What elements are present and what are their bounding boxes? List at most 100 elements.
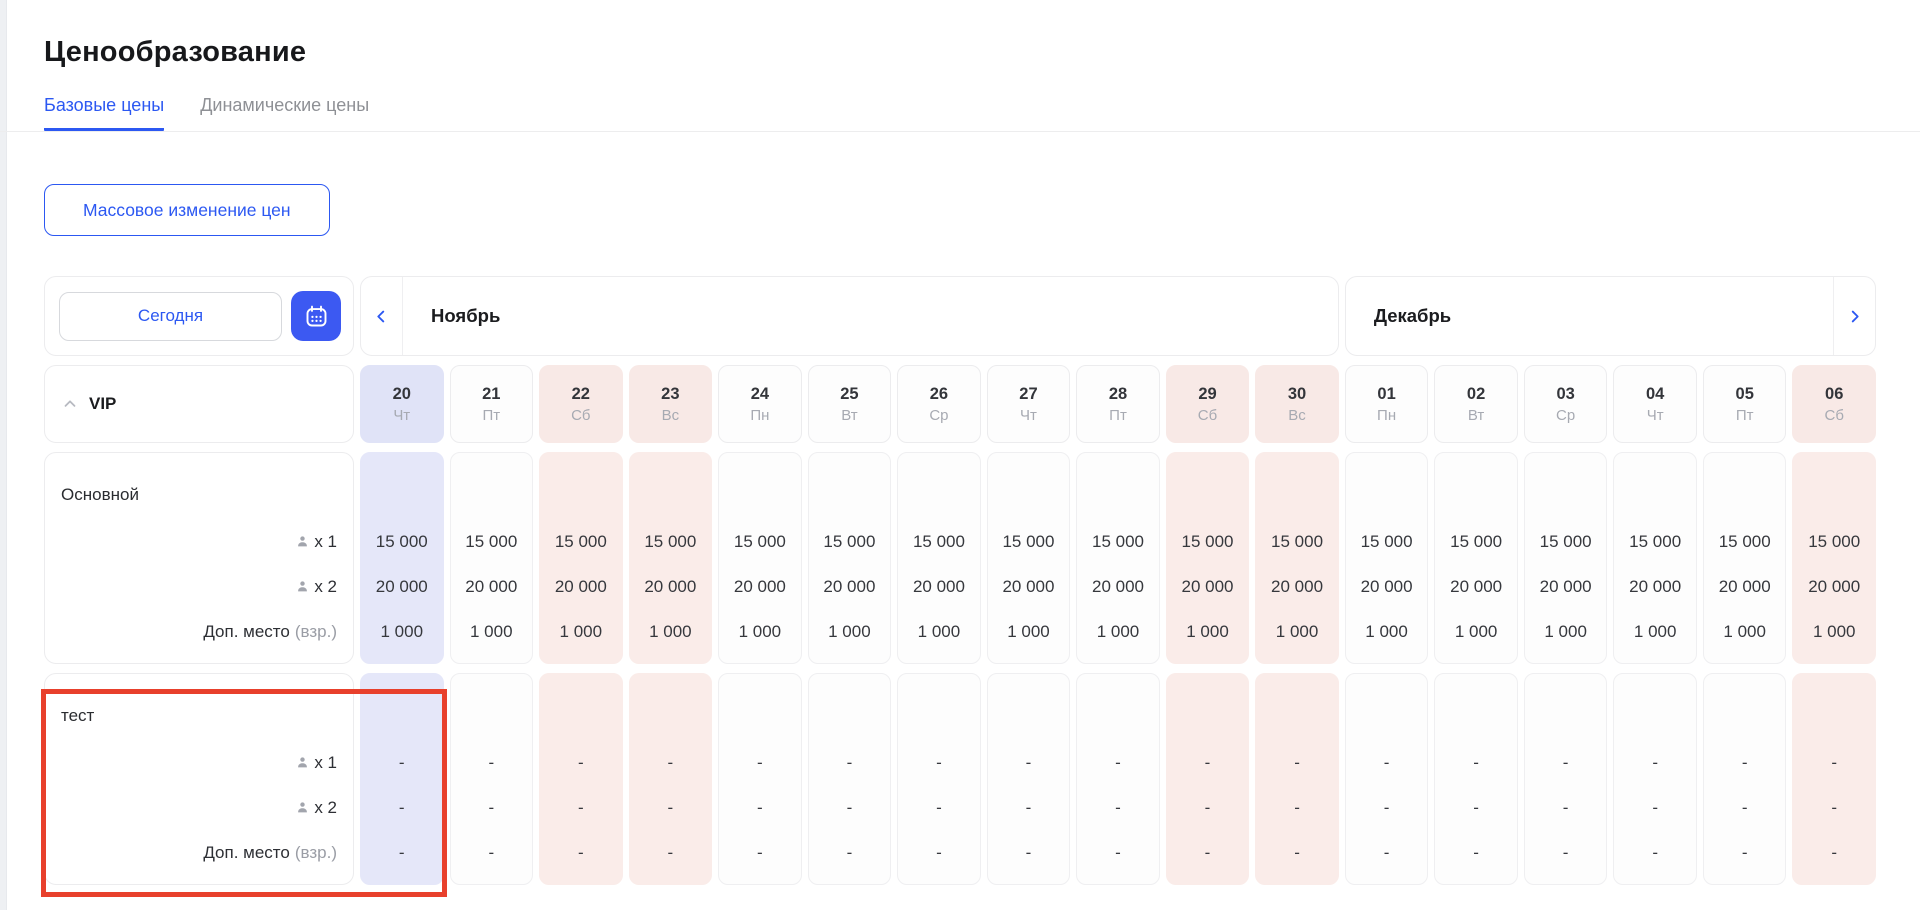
price-cell-day-03[interactable]: 15 000 20 000 1 000 — [1523, 452, 1608, 664]
price-cell-day-01[interactable]: - - - — [1344, 673, 1429, 885]
tab-base-prices[interactable]: Базовые цены — [44, 94, 165, 131]
price-cell-day-29[interactable]: 15 000 20 000 1 000 — [1165, 452, 1250, 664]
price-value[interactable]: 20 000 — [1002, 576, 1055, 596]
price-value[interactable]: - — [1831, 842, 1838, 862]
price-value[interactable]: 20 000 — [375, 576, 428, 596]
price-cell-day-02[interactable]: - - - — [1434, 673, 1518, 885]
price-cell-day-22[interactable]: - - - — [539, 673, 623, 885]
price-value[interactable]: - — [398, 752, 405, 772]
price-value[interactable]: 15 000 — [644, 531, 697, 551]
price-cell-day-25[interactable]: 15 000 20 000 1 000 — [807, 452, 892, 664]
price-value[interactable]: - — [1831, 752, 1838, 772]
price-value[interactable]: 20 000 — [733, 576, 786, 596]
price-cell-day-04[interactable]: - - - — [1613, 673, 1697, 885]
day-header-03[interactable]: 03 Ср — [1523, 365, 1608, 443]
price-value[interactable]: 20 000 — [465, 576, 518, 596]
price-cell-day-06[interactable]: 15 000 20 000 1 000 — [1792, 452, 1876, 664]
price-value[interactable]: 1 000 — [1454, 621, 1498, 641]
price-value[interactable]: - — [936, 752, 942, 772]
price-value[interactable]: - — [1383, 842, 1390, 862]
price-cell-day-28[interactable]: - - - — [1076, 673, 1160, 885]
price-cell-day-21[interactable]: 15 000 20 000 1 000 — [449, 452, 534, 664]
price-value[interactable]: - — [757, 842, 763, 862]
price-value[interactable]: 15 000 — [823, 531, 876, 551]
day-header-24[interactable]: 24 Пн — [718, 365, 802, 443]
price-value[interactable]: - — [936, 842, 942, 862]
price-value[interactable]: - — [577, 752, 584, 772]
price-value[interactable]: - — [1294, 797, 1300, 817]
day-header-22[interactable]: 22 Сб — [539, 365, 623, 443]
day-header-23[interactable]: 23 Вс — [628, 365, 713, 443]
bulk-price-change-button[interactable]: Массовое изменение цен — [44, 184, 330, 236]
price-value[interactable]: 1 000 — [1096, 621, 1140, 641]
price-value[interactable]: - — [1025, 752, 1032, 772]
price-value[interactable]: - — [1115, 752, 1121, 772]
price-cell-day-29[interactable]: - - - — [1165, 673, 1250, 885]
day-header-21[interactable]: 21 Пт — [449, 365, 534, 443]
price-cell-day-24[interactable]: 15 000 20 000 1 000 — [718, 452, 802, 664]
price-value[interactable]: - — [1025, 842, 1032, 862]
day-header-30[interactable]: 30 Вс — [1255, 365, 1339, 443]
price-cell-day-21[interactable]: - - - — [449, 673, 534, 885]
price-value[interactable]: 20 000 — [823, 576, 876, 596]
price-cell-day-20[interactable]: - - - — [360, 673, 444, 885]
price-value[interactable]: - — [1652, 797, 1658, 817]
day-header-29[interactable]: 29 Сб — [1165, 365, 1250, 443]
price-value[interactable]: 1 000 — [1275, 621, 1319, 641]
price-cell-day-24[interactable]: - - - — [718, 673, 802, 885]
price-value[interactable]: 1 000 — [1007, 621, 1050, 641]
day-header-02[interactable]: 02 Вт — [1434, 365, 1518, 443]
price-value[interactable]: 1 000 — [649, 621, 692, 641]
price-cell-day-03[interactable]: - - - — [1523, 673, 1608, 885]
category-header-vip[interactable]: VIP — [44, 365, 354, 443]
price-value[interactable]: - — [757, 797, 763, 817]
price-value[interactable]: - — [1025, 797, 1032, 817]
price-value[interactable]: - — [1473, 752, 1479, 772]
price-value[interactable]: - — [398, 842, 405, 862]
price-value[interactable]: - — [667, 797, 674, 817]
price-value[interactable]: 20 000 — [912, 576, 965, 596]
price-value[interactable]: 1 000 — [1186, 621, 1229, 641]
price-value[interactable]: 20 000 — [1271, 576, 1324, 596]
price-value[interactable]: - — [1204, 752, 1211, 772]
day-header-25[interactable]: 25 Вт — [807, 365, 892, 443]
price-cell-day-27[interactable]: 15 000 20 000 1 000 — [986, 452, 1071, 664]
price-value[interactable]: - — [398, 797, 405, 817]
price-value[interactable]: - — [846, 842, 853, 862]
price-value[interactable]: - — [1383, 797, 1390, 817]
price-cell-day-30[interactable]: 15 000 20 000 1 000 — [1255, 452, 1339, 664]
price-value[interactable]: - — [846, 752, 853, 772]
price-value[interactable]: - — [1294, 842, 1300, 862]
price-value[interactable]: - — [1115, 797, 1121, 817]
price-value[interactable]: - — [577, 842, 584, 862]
price-cell-day-20[interactable]: 15 000 20 000 1 000 — [360, 452, 444, 664]
price-value[interactable]: - — [1204, 842, 1211, 862]
price-value[interactable]: - — [1562, 797, 1569, 817]
price-cell-day-06[interactable]: - - - — [1792, 673, 1876, 885]
price-value[interactable]: - — [1652, 752, 1658, 772]
tab-dynamic-prices[interactable]: Динамические цены — [200, 95, 370, 115]
day-header-06[interactable]: 06 Сб — [1792, 365, 1876, 443]
price-value[interactable]: - — [846, 797, 853, 817]
price-value[interactable]: - — [1115, 842, 1121, 862]
price-value[interactable]: - — [1831, 797, 1838, 817]
price-value[interactable]: 1 000 — [380, 621, 424, 641]
price-value[interactable]: - — [667, 842, 674, 862]
price-value[interactable]: - — [1562, 842, 1569, 862]
price-value[interactable]: - — [1383, 752, 1390, 772]
price-value[interactable]: 1 000 — [1544, 621, 1587, 641]
price-value[interactable]: - — [1652, 842, 1658, 862]
price-value[interactable]: 15 000 — [1360, 531, 1413, 551]
price-value[interactable]: 15 000 — [375, 531, 428, 551]
price-value[interactable]: 1 000 — [1633, 621, 1677, 641]
price-value[interactable]: 15 000 — [1271, 531, 1324, 551]
price-cell-day-26[interactable]: 15 000 20 000 1 000 — [897, 452, 981, 664]
price-cell-day-23[interactable]: - - - — [628, 673, 713, 885]
price-value[interactable]: 20 000 — [1450, 576, 1503, 596]
price-cell-day-05[interactable]: - - - — [1702, 673, 1787, 885]
price-value[interactable]: 20 000 — [644, 576, 697, 596]
price-cell-day-25[interactable]: - - - — [807, 673, 892, 885]
day-header-01[interactable]: 01 Пн — [1344, 365, 1429, 443]
price-value[interactable]: - — [1741, 752, 1748, 772]
day-header-20[interactable]: 20 Чт — [360, 365, 444, 443]
